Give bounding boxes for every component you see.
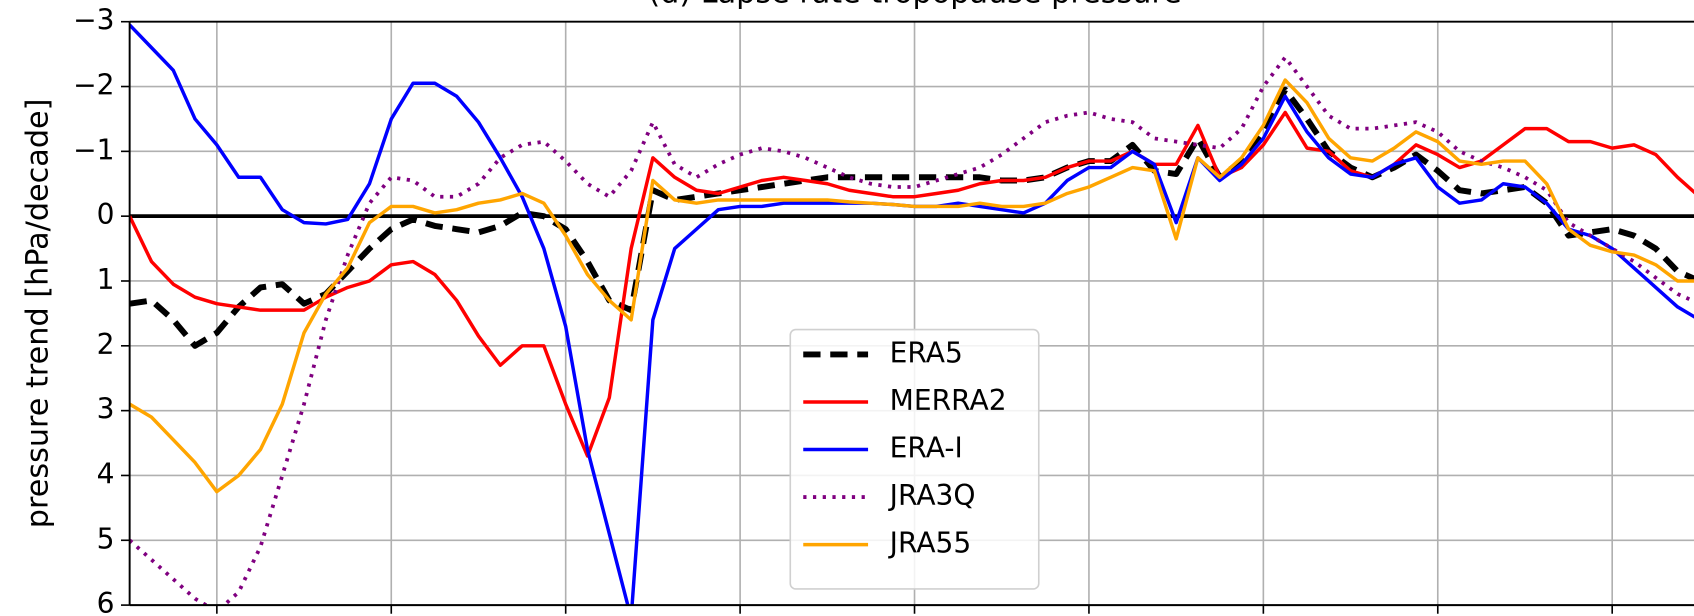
series-line	[129, 110, 1694, 458]
legend-label: ERA-I	[890, 432, 963, 465]
legend-label: MERRA2	[890, 384, 1007, 417]
y-tick-label: −3	[73, 4, 114, 37]
y-tick-label: 2	[97, 328, 115, 361]
series-line	[129, 86, 1694, 349]
legend: ERA5 MERRA2 ERA-I JRA3Q JRA55	[789, 328, 1040, 590]
legend-label: ERA5	[890, 336, 963, 369]
y-tick-label: −2	[73, 69, 114, 102]
legend-box	[789, 328, 1040, 590]
y-tick-label: −1	[73, 133, 114, 166]
y-tick-label: 6	[97, 587, 115, 616]
y-axis-label: pressure trend [hPa/decade]	[20, 99, 55, 529]
y-tick-label: 1	[97, 263, 115, 296]
series-line	[129, 78, 1694, 494]
axes: −3 −2 −1 0 1 2 3 4 5 6	[73, 4, 1694, 616]
plot-area	[129, 23, 1694, 606]
y-tick-label: 4	[97, 457, 115, 490]
y-tick-label: 3	[97, 393, 115, 426]
legend-label: JRA55	[888, 527, 972, 560]
y-tick-label: 5	[97, 522, 115, 555]
chart-title: (d) Lapse rate tropopause pressure	[648, 0, 1181, 10]
y-tick-label: 0	[97, 198, 115, 231]
legend-label: JRA3Q	[888, 479, 976, 512]
